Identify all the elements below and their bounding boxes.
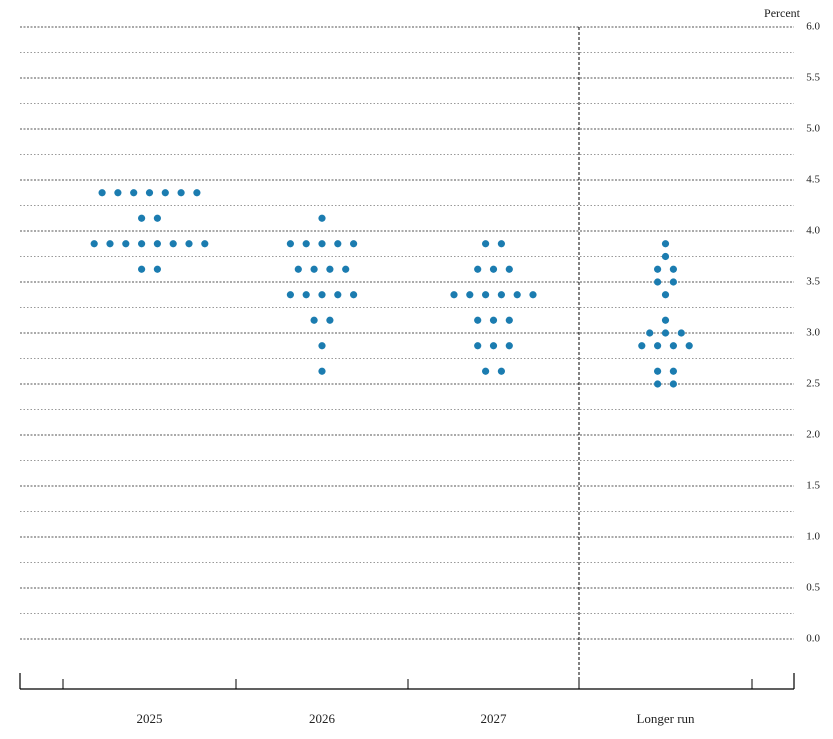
- dot: [497, 367, 505, 375]
- y-tick-label: 0.0: [806, 633, 820, 645]
- dot: [286, 240, 294, 248]
- dot: [302, 240, 310, 248]
- dot: [482, 291, 490, 299]
- y-tick-label: 2.5: [806, 378, 820, 390]
- dot: [654, 380, 662, 388]
- dot: [350, 291, 358, 299]
- dot: [130, 189, 138, 197]
- dot: [153, 240, 161, 248]
- x-tick-label: 2025: [137, 711, 163, 726]
- dot: [661, 240, 670, 248]
- dot: [350, 240, 358, 248]
- dot: [505, 265, 513, 273]
- dot: [654, 265, 662, 273]
- dot: [177, 189, 185, 197]
- dot: [489, 342, 498, 350]
- y-tick-label: 3.0: [806, 327, 820, 339]
- dot: [505, 342, 513, 350]
- dot: [646, 329, 654, 337]
- dot: [482, 240, 490, 248]
- dot: [466, 291, 474, 299]
- dot: [669, 278, 678, 286]
- dot: [482, 367, 490, 375]
- y-tick-label: 3.5: [806, 276, 820, 288]
- dot: [685, 342, 693, 350]
- dot: [529, 291, 537, 299]
- dot: [638, 342, 646, 350]
- dot: [161, 189, 169, 197]
- dot: [145, 189, 154, 197]
- dot: [138, 214, 146, 222]
- dot: [342, 265, 350, 273]
- dot: [654, 342, 662, 350]
- dot: [489, 316, 498, 324]
- dot: [474, 316, 482, 324]
- dot: [310, 316, 318, 324]
- y-tick-label: 4.0: [806, 225, 820, 237]
- dot: [302, 291, 310, 299]
- dot: [90, 240, 98, 248]
- dot: [474, 265, 482, 273]
- dot: [677, 329, 685, 337]
- dot: [669, 380, 678, 388]
- dot: [310, 265, 318, 273]
- dot: [669, 265, 678, 273]
- dot: [450, 291, 458, 299]
- dot: [318, 291, 326, 299]
- dot: [286, 291, 294, 299]
- dot: [489, 265, 498, 273]
- dot: [505, 316, 513, 324]
- dot: [106, 240, 114, 248]
- dot: [138, 240, 146, 248]
- dot: [318, 240, 326, 248]
- dot: [201, 240, 209, 248]
- dot: [661, 252, 670, 261]
- dot: [98, 189, 106, 197]
- dot: [654, 278, 662, 286]
- dot: [497, 291, 505, 299]
- dot: [474, 342, 482, 350]
- dot: [326, 316, 334, 324]
- dot: [661, 316, 670, 324]
- dot: [122, 240, 130, 248]
- y-tick-label: 2.0: [806, 429, 820, 441]
- y-axis-label: Percent: [764, 6, 801, 20]
- dot: [318, 214, 326, 222]
- x-tick-label: Longer run: [636, 711, 695, 726]
- dot: [185, 240, 193, 248]
- dot: [318, 342, 326, 350]
- dot: [138, 265, 146, 273]
- dot: [669, 367, 678, 375]
- dot: [169, 240, 177, 248]
- dot: [654, 367, 662, 375]
- dot: [334, 240, 342, 248]
- dot: [661, 329, 670, 337]
- dot: [661, 291, 670, 299]
- dot: [294, 265, 302, 273]
- dot: [114, 189, 122, 197]
- dot: [497, 240, 505, 248]
- y-tick-label: 4.5: [806, 174, 820, 186]
- dot: [326, 265, 334, 273]
- y-tick-label: 1.0: [806, 531, 820, 543]
- y-tick-label: 1.5: [806, 480, 820, 492]
- x-tick-label: 2027: [481, 711, 508, 726]
- y-tick-label: 5.0: [806, 123, 820, 135]
- dot: [318, 367, 326, 375]
- y-tick-label: 6.0: [806, 21, 820, 33]
- dot: [513, 291, 521, 299]
- dot: [193, 189, 201, 197]
- y-tick-label: 0.5: [806, 582, 820, 594]
- dot: [334, 291, 342, 299]
- dot: [669, 342, 678, 350]
- x-tick-label: 2026: [309, 711, 336, 726]
- y-tick-label: 5.5: [806, 72, 820, 84]
- dot: [153, 214, 161, 222]
- dot: [153, 265, 161, 273]
